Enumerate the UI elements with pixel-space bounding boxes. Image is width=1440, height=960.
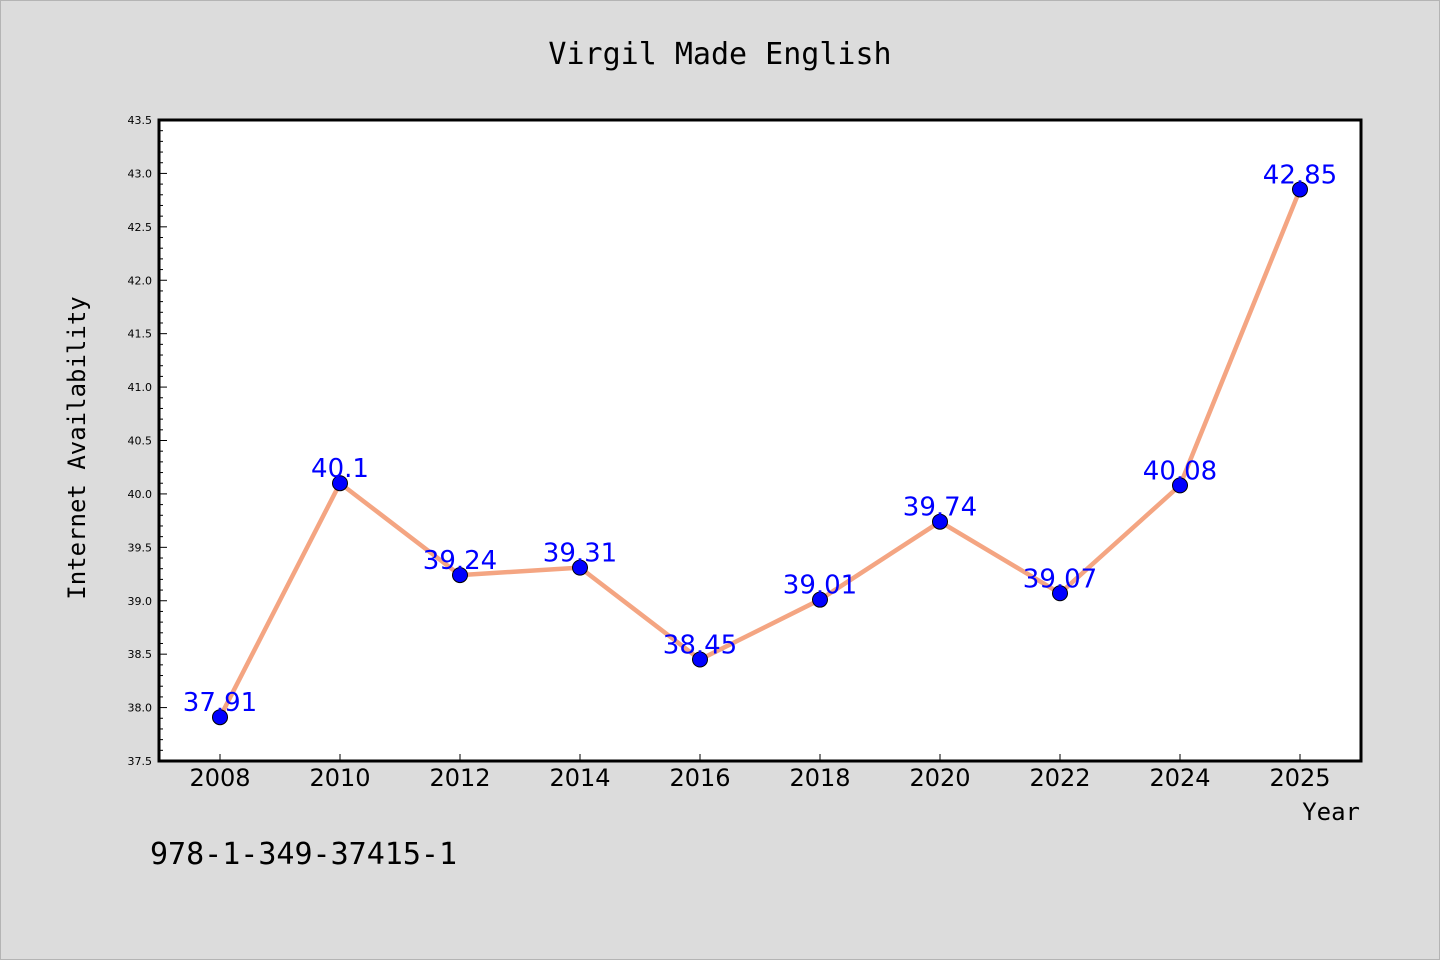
x-tick-label: 2025	[1269, 764, 1330, 792]
data-label: 39.24	[423, 546, 497, 576]
y-axis: 37.5 38.0 38.5 39.0 39.5 40.0 40.5 41.0 41.5 42.0…	[128, 114, 167, 768]
data-label: 42.85	[1263, 160, 1337, 190]
data-label: 39.01	[783, 571, 857, 601]
x-tick-label: 2008	[189, 764, 250, 792]
y-tick-label: 39.0	[128, 595, 153, 608]
plot-area	[157, 118, 1363, 763]
series: 37.91 40.1 39.24 39.31 38.45 39.01 39.74 39.07 4…	[183, 160, 1337, 726]
data-point	[812, 591, 828, 608]
y-tick-label: 41.5	[128, 328, 153, 341]
y-tick-label: 38.0	[128, 702, 153, 715]
data-point	[932, 513, 948, 530]
x-tick-label: 2018	[789, 764, 850, 792]
isbn-text: 978-1-349-37415-1	[150, 837, 457, 872]
x-tick-label: 2016	[669, 764, 730, 792]
data-point	[1052, 585, 1068, 602]
data-label: 38.45	[663, 631, 737, 661]
chart-title: Virgil Made English	[548, 37, 891, 72]
data-label: 40.08	[1143, 456, 1217, 486]
data-point	[1172, 477, 1188, 494]
data-point	[212, 709, 228, 726]
y-tick-label: 43.5	[128, 114, 153, 127]
data-point	[572, 559, 588, 576]
x-axis-label: Year	[1302, 798, 1360, 826]
y-tick-label: 41.0	[128, 381, 153, 394]
data-label: 40.1	[311, 454, 369, 484]
data-label: 39.31	[543, 539, 617, 569]
y-tick-label: 40.0	[128, 488, 153, 501]
x-tick-label: 2014	[549, 764, 610, 792]
y-tick-label: 40.5	[128, 435, 153, 448]
x-tick-label: 2020	[909, 764, 970, 792]
y-axis-label: Internet Availability	[63, 296, 91, 599]
y-tick-label: 38.5	[128, 648, 153, 661]
x-axis: 2008 2010 2012 2014 2016 2018 2020 2022 2024 2025	[189, 754, 1331, 792]
x-tick-label: 2012	[429, 764, 490, 792]
y-tick-label: 39.5	[128, 541, 153, 554]
data-label: 37.91	[183, 688, 257, 718]
data-point	[332, 475, 348, 492]
data-point	[692, 651, 708, 668]
data-point	[1292, 181, 1308, 198]
data-label: 39.07	[1023, 564, 1097, 594]
x-tick-label: 2022	[1029, 764, 1090, 792]
data-point	[452, 567, 468, 584]
y-tick-label: 42.0	[128, 274, 153, 287]
series-line	[217, 188, 1303, 719]
x-tick-label: 2010	[309, 764, 370, 792]
y-tick-label: 37.5	[128, 755, 153, 768]
x-tick-label: 2024	[1149, 764, 1210, 792]
y-tick-label: 42.5	[128, 221, 153, 234]
y-tick-label: 43.0	[128, 167, 153, 180]
data-label: 39.74	[903, 493, 977, 523]
